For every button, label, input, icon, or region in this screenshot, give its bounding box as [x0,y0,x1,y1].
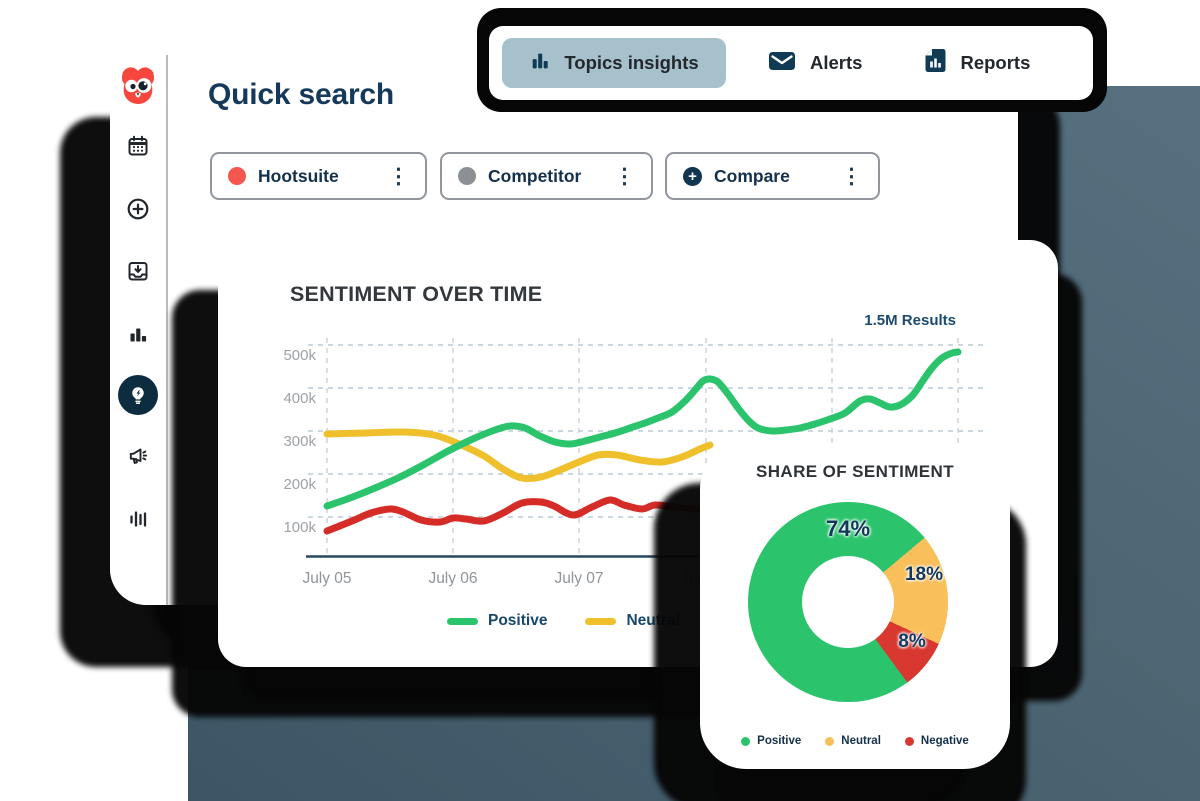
pill-label: Hootsuite [258,165,339,186]
donut-hole [802,556,894,648]
tab-label: Topics insights [564,52,699,73]
negative-line [323,496,710,535]
neutral-dot [825,736,835,746]
neutral-percent-label: 18% [904,564,944,585]
positive-dot [741,736,751,746]
y-tick: 500k [283,347,316,364]
neutral-swatch [585,617,617,625]
x-tick: July 07 [554,570,603,587]
x-tick: July 05 [302,570,351,587]
y-tick: 100k [283,519,316,536]
inbox-tray-icon[interactable] [126,259,150,288]
line-chart-title: SENTIMENT OVER TIME [290,282,543,306]
page-title: Quick search [208,78,395,111]
donut-legend-positive[interactable]: Positive [741,735,801,747]
hootsuite-color-dot [228,167,246,185]
negative-percent-label: 8% [898,631,926,652]
tab-label: Reports [960,52,1031,73]
donut-ring [748,502,948,702]
hootsuite-owl-logo[interactable] [115,62,161,113]
add-circle-icon[interactable] [126,197,150,226]
y-tick: 400k [283,390,316,407]
tab-topics-insights[interactable]: Topics insights [502,38,726,88]
positive-percent-label: 74% [825,516,871,541]
donut-legend: Positive Neutral Negative [700,735,1010,747]
positive-line [323,348,962,510]
donut-legend-negative[interactable]: Negative [904,735,969,747]
donut-legend-label: Negative [920,735,969,747]
legend-label: Positive [488,612,548,629]
y-tick: 300k [283,433,316,450]
donut-chart-title: SHARE OF SENTIMENT [756,462,954,481]
negative-dot [904,736,914,746]
y-tick: 200k [283,476,316,493]
tab-alerts[interactable]: Alerts [768,50,862,77]
calendar-icon[interactable] [126,134,150,163]
filter-pill-compare[interactable]: + Compare ⋮ [665,152,880,200]
bar-chart-icon[interactable] [126,322,150,351]
legend-item-neutral[interactable]: Neutral [585,612,680,630]
pill-label: Competitor [488,165,582,186]
report-document-icon [925,48,946,78]
share-of-sentiment-card: SHARE OF SENTIMENT 74% 18% 8% Positive N… [700,443,1010,769]
donut-legend-label: Neutral [841,735,881,747]
plus-circle-icon: + [683,166,702,186]
sidebar-nav [110,55,168,605]
tab-label: Alerts [810,52,863,73]
filter-pill-hootsuite[interactable]: Hootsuite ⋮ [210,152,427,200]
topics-bars-icon [529,50,551,77]
filter-pill-competitor[interactable]: Competitor ⋮ [440,152,653,200]
donut-legend-label: Positive [757,735,802,747]
positive-swatch [447,617,478,625]
competitor-color-dot [458,167,476,185]
tab-reports[interactable]: Reports [925,48,1030,78]
legend-label: Neutral [626,612,680,629]
donut-legend-neutral[interactable]: Neutral [825,735,881,747]
x-tick: July 06 [428,570,477,587]
kebab-menu-icon[interactable]: ⋮ [841,164,862,188]
top-tab-bar: Topics insights Alerts Repo [489,26,1093,100]
megaphone-icon[interactable] [126,444,150,473]
insights-lightbulb-icon-selected[interactable] [118,375,158,415]
kebab-menu-icon[interactable]: ⋮ [388,164,409,188]
results-count: 1.5M Results [864,312,956,329]
pill-label: Compare [714,165,790,186]
kebab-menu-icon[interactable]: ⋮ [614,164,635,188]
envelope-icon [768,50,796,77]
neutral-line [323,428,714,483]
legend-item-positive[interactable]: Positive [447,612,547,630]
equalizer-icon[interactable] [126,507,150,536]
